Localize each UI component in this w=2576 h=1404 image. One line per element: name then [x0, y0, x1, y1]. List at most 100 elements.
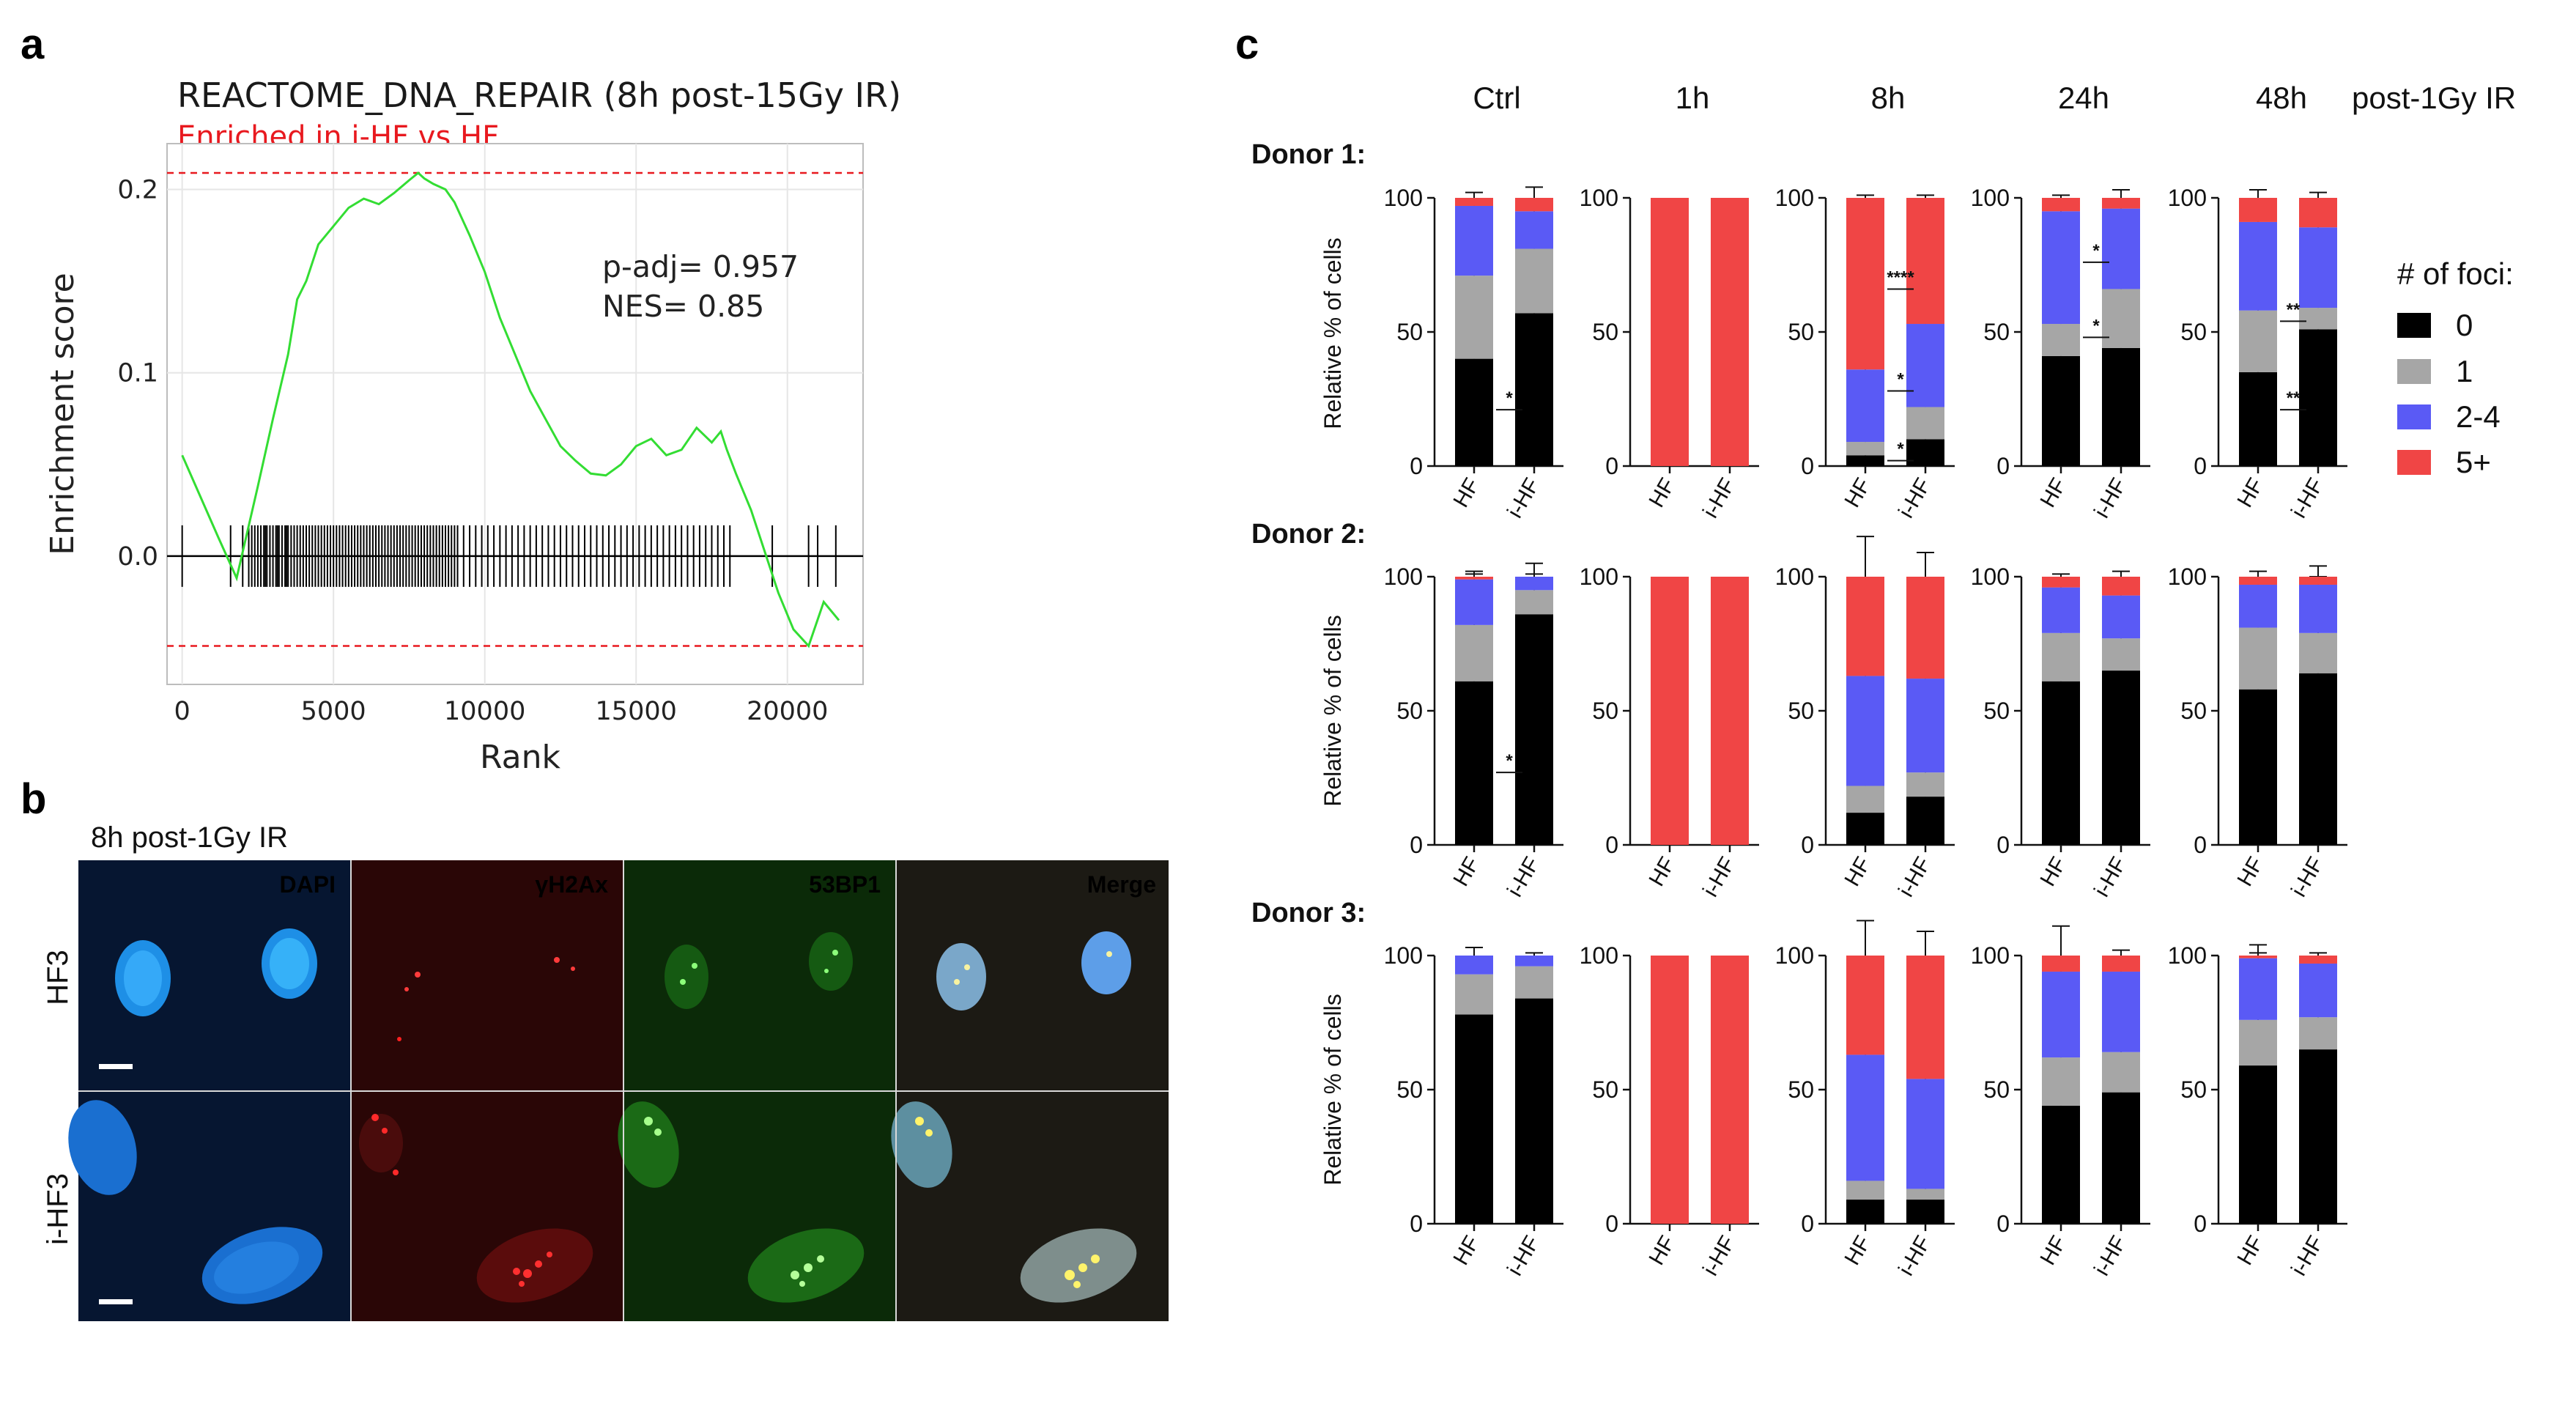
- bar-segment: [2299, 673, 2337, 845]
- foci-panel: 0 50 100 HF i-HF: [1775, 536, 1955, 901]
- x-tick-label: HF: [1840, 1232, 1876, 1269]
- bar-segment: [1906, 1079, 1944, 1189]
- y-tick-label: 100: [2168, 564, 2207, 590]
- significance-label: *: [1897, 370, 1904, 390]
- x-tick-label: i-HF: [2287, 853, 2328, 901]
- timepoint-header: 24h: [2058, 81, 2109, 115]
- x-tick-label: HF: [1448, 1232, 1484, 1269]
- y-tick-label: 0.2: [117, 176, 158, 205]
- x-tick-label: i-HF: [1894, 1232, 1936, 1280]
- bar-segment: [2042, 681, 2080, 845]
- foci-legend: # of foci: 0 1 2-4 5+: [2397, 256, 2514, 479]
- x-tick-label: i-HF: [1503, 1232, 1544, 1280]
- micrograph-tile-gh2ax-ihf3: [351, 1092, 623, 1321]
- x-tick-label: HF: [2232, 853, 2268, 890]
- bar-segment: [1846, 1200, 1884, 1224]
- bar-segment: [1711, 956, 1749, 1224]
- panel-letter-c: c: [1235, 21, 1259, 68]
- micrograph-title: 8h post-1Gy IR: [91, 821, 288, 854]
- gsea-enrichment-line: [181, 171, 840, 649]
- bar-segment: [1906, 679, 1944, 773]
- foci-panel: 0 50 100 HF i-HF: [1775, 920, 1955, 1280]
- y-tick-label: 100: [1384, 564, 1423, 590]
- y-tick-label: 0: [1801, 1211, 1814, 1237]
- bar-segment: [1906, 439, 1944, 466]
- y-tick-label: 50: [1983, 1076, 2010, 1103]
- bar-segment: [1515, 198, 1553, 212]
- y-tick-label: 0: [1605, 832, 1618, 858]
- y-tick-label: 0: [1605, 1211, 1618, 1237]
- y-tick-label: 100: [1580, 185, 1618, 211]
- y-tick-label: 0: [1605, 453, 1618, 479]
- bar-segment: [2239, 956, 2277, 958]
- bar-segment: [1515, 614, 1553, 845]
- x-tick-label: i-HF: [2287, 1232, 2328, 1280]
- bar-segment: [1515, 313, 1553, 466]
- bar-segment: [1455, 956, 1493, 975]
- foci-panel: 0 50 100 HF i-HF: [1580, 564, 1759, 901]
- x-tick-label: 5000: [301, 697, 366, 726]
- bar-segment: [2042, 587, 2080, 633]
- x-tick-label: 15000: [596, 697, 677, 726]
- significance-label: *: [1897, 440, 1904, 459]
- bar-segment: [2042, 577, 2080, 588]
- bar-segment: [2102, 1092, 2140, 1224]
- x-tick-label: 10000: [444, 697, 525, 726]
- bar-segment: [2239, 198, 2277, 222]
- legend-label: 0: [2456, 308, 2473, 342]
- legend-swatch: [2397, 404, 2431, 429]
- x-tick-label: i-HF: [2090, 1232, 2131, 1280]
- micrograph-row-label: HF3: [42, 950, 74, 1005]
- y-axis-label: Relative % of cells: [1320, 237, 1346, 429]
- x-tick-label: i-HF: [1894, 853, 1936, 901]
- bar-segment: [1651, 198, 1689, 466]
- panel-letter-a: a: [21, 21, 45, 68]
- bar-segment: [1906, 1200, 1944, 1224]
- bar-segment: [2299, 1049, 2337, 1224]
- channel-label-53bp1: 53BP1: [809, 871, 881, 898]
- bar-segment: [1455, 198, 1493, 206]
- y-tick-label: 100: [1775, 185, 1814, 211]
- bar-segment: [1906, 407, 1944, 440]
- bar-segment: [2299, 329, 2337, 466]
- bar-segment: [2299, 956, 2337, 964]
- panel-letter-b: b: [21, 775, 46, 823]
- foci-panel: 0 50 100 HF i-HF *: [1384, 185, 1563, 522]
- micrograph-tile-merge-ihf3: [891, 1092, 1169, 1321]
- bar-segment: [2239, 1065, 2277, 1224]
- bar-segment: [1455, 577, 1493, 580]
- timepoint-header: 48h: [2256, 81, 2307, 115]
- bar-segment: [1846, 813, 1884, 845]
- gsea-nes: NES= 0.85: [602, 289, 764, 324]
- y-tick-label: 0: [1996, 832, 2010, 858]
- bar-segment: [2239, 310, 2277, 372]
- y-tick-label: 100: [1971, 564, 2010, 590]
- x-tick-label: i-HF: [1503, 853, 1544, 901]
- panel-a: a REACTOME_DNA_REPAIR (8h post-15Gy IR) …: [21, 21, 901, 776]
- y-tick-label: 0: [2194, 832, 2207, 858]
- bar-segment: [2239, 958, 2277, 1020]
- bar-segment: [2239, 372, 2277, 466]
- bar-segment: [2102, 289, 2140, 348]
- y-tick-label: 0: [1996, 453, 2010, 479]
- y-tick-label: 50: [2180, 319, 2207, 345]
- bar-segment: [2299, 198, 2337, 228]
- foci-panel: 0 50 100 HF i-HF: [2168, 942, 2347, 1280]
- significance-label: *: [1506, 751, 1513, 771]
- y-tick-label: 100: [2168, 185, 2207, 211]
- bar-segment: [2299, 1017, 2337, 1050]
- foci-panel: 0 50 100 HF i-HF: [1580, 185, 1759, 522]
- bar-segment: [1711, 198, 1749, 466]
- legend-swatch: [2397, 359, 2431, 384]
- y-axis-label: Relative % of cells: [1320, 994, 1346, 1185]
- bar-segment: [1455, 681, 1493, 845]
- x-tick-label: HF: [2035, 853, 2071, 890]
- bar-segment: [2239, 1019, 2277, 1066]
- bar-segment: [2299, 632, 2337, 673]
- foci-panel: 0 50 100 HF i-HF: [1384, 942, 1563, 1280]
- bar-segment: [2299, 584, 2337, 633]
- bar-segment: [2102, 347, 2140, 466]
- timepoint-header: Ctrl: [1473, 81, 1520, 115]
- y-tick-label: 100: [1775, 564, 1814, 590]
- gsea-title: REACTOME_DNA_REPAIR (8h post-15Gy IR): [177, 75, 901, 115]
